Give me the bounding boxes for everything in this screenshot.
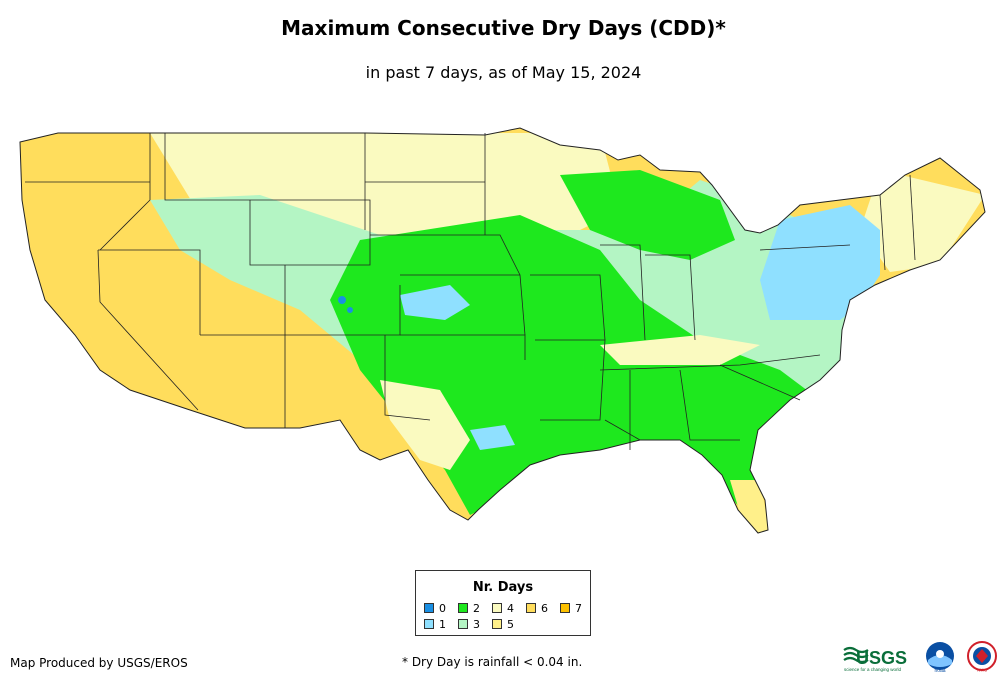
legend: Nr. Days 0 1 2 3 4 5 6 7	[415, 570, 591, 636]
usgs-tagline: science for a changing world	[844, 667, 902, 672]
legend-label: 4	[507, 602, 514, 615]
dry-days-fill	[20, 128, 985, 533]
usgs-logo: USGS science for a changing world	[843, 646, 907, 672]
legend-swatch	[526, 603, 536, 613]
legend-item-1: 1	[424, 619, 446, 631]
noaa-logo: noaa	[926, 642, 954, 674]
map-subtitle: in past 7 days, as of May 15, 2024	[365, 63, 642, 82]
legend-swatch	[458, 619, 468, 629]
legend-item-2: 2	[458, 603, 480, 615]
legend-item-5: 5	[492, 619, 514, 631]
agency-logos: USGS science for a changing world noaa N…	[843, 641, 997, 674]
legend-item-0: 0	[424, 603, 446, 615]
usgs-logo-text: USGS	[856, 648, 907, 668]
legend-item-6: 6	[526, 603, 548, 615]
state-boundaries	[25, 133, 916, 450]
legend-swatch	[424, 619, 434, 629]
legend-label: 5	[507, 618, 514, 631]
legend-item-3: 3	[458, 619, 480, 631]
legend-swatch	[492, 619, 502, 629]
legend-swatch	[560, 603, 570, 613]
dry-day-note: * Dry Day is rainfall < 0.04 in.	[402, 655, 583, 669]
map-producer: Map Produced by USGS/EROS	[10, 656, 188, 670]
nws-logo-text: NWS	[977, 668, 988, 673]
legend-swatch	[458, 603, 468, 613]
nws-logo: NWS	[967, 641, 997, 673]
legend-swatch	[424, 603, 434, 613]
legend-label: 2	[473, 602, 480, 615]
noaa-logo-text: noaa	[934, 668, 945, 674]
legend-item-4: 4	[492, 603, 514, 615]
legend-item-7: 7	[560, 603, 582, 615]
us-dry-days-map	[19, 127, 986, 534]
legend-label: 7	[575, 602, 582, 615]
legend-swatch	[492, 603, 502, 613]
legend-label: 6	[541, 602, 548, 615]
legend-label: 1	[439, 618, 446, 631]
legend-label: 3	[473, 618, 480, 631]
legend-title: Nr. Days	[472, 580, 534, 595]
legend-label: 0	[439, 602, 446, 615]
map-title: Maximum Consecutive Dry Days (CDD)*	[281, 16, 726, 40]
